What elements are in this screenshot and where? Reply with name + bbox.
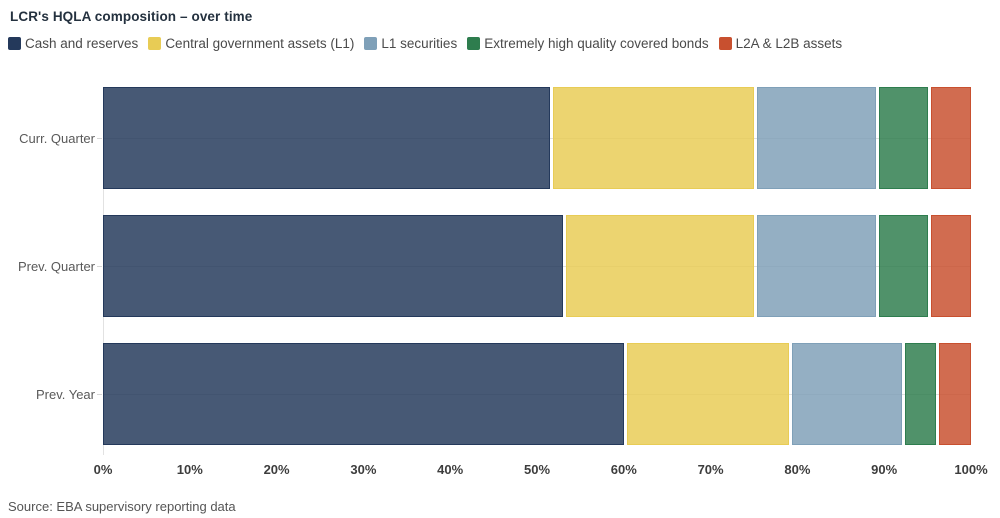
x-axis-tick-label: 60% [610,462,637,477]
x-axis-tick-label: 50% [523,462,551,477]
bar-segment-fill [878,87,928,189]
x-axis-tick-label: 10% [176,462,203,477]
bar-segment [789,343,902,445]
bar-segment-fill [756,215,876,317]
bar-segment [754,215,876,317]
bar-row: Prev. Year [0,343,1000,445]
bar-segment [624,343,789,445]
bar-segment-fill [566,215,754,317]
bar-segment-fill [930,215,971,317]
x-axis-tick-label: 40% [437,462,464,477]
category-tick [97,138,102,139]
bar-row: Prev. Quarter [0,215,1000,317]
category-tick [97,266,102,267]
bar-row: Curr. Quarter [0,87,1000,189]
legend-swatch-icon [467,37,481,50]
legend-swatch-icon [718,37,732,50]
category-tick [97,394,102,395]
row-label: Curr. Quarter [19,130,95,146]
bar-segment-fill [878,215,928,317]
row-label: Prev. Quarter [17,258,95,274]
x-axis-tick-label: 90% [871,462,898,477]
row-label: Prev. Year [35,386,95,402]
bar-segment-fill [103,87,551,189]
legend-label: L2A & L2B assets [735,36,843,51]
legend-label: Cash and reserves [25,36,139,51]
bar-segment [876,87,928,189]
legend-item: Extremely high quality covered bonds [467,36,709,51]
bar-segment-fill [756,87,876,189]
source-note: Source: EBA supervisory reporting data [8,499,236,514]
bar-segment-fill [626,343,789,445]
bar-segment [928,215,971,317]
bar-segment [550,87,754,189]
bar-segment-fill [791,343,902,445]
x-axis: 0% 10% 20% 30% 40% 50% 60% 70% 80% 90% 100% [0,455,1000,479]
x-axis-tick-label: 70% [697,462,724,477]
bar-segment [563,215,754,317]
legend-item: L2A & L2B assets [718,36,843,51]
bar-segment [876,215,928,317]
legend-item: L1 securities [364,36,457,51]
legend-swatch-icon [364,37,378,50]
bar-segment [902,343,937,445]
bar-segment-fill [103,343,624,445]
bar-segment [103,87,551,189]
legend-label: L1 securities [381,36,458,51]
x-axis-tick-label: 0% [93,462,113,477]
legend-label: Central government assets (L1) [165,36,355,51]
legend-swatch-icon [148,37,162,50]
chart-title: LCR's HQLA composition – over time [10,9,253,24]
plot-area: Curr. Quarter Prev. Quarter Prev. Year 0% 1… [0,87,1000,477]
x-axis-tick-label: 80% [784,462,811,477]
bar-rows: Curr. Quarter Prev. Quarter Prev. Year [0,87,1000,445]
bar-segment [103,215,564,317]
legend-item: Central government assets (L1) [148,36,354,51]
bar-segment-fill [939,343,971,445]
bar-segment-fill [930,87,971,189]
legend-label: Extremely high quality covered bonds [484,36,709,51]
stacked-bar [103,87,971,189]
bar-segment [103,343,624,445]
x-axis-tick-label: 20% [263,462,290,477]
x-axis-tick-label: 100% [954,462,988,477]
bar-segment-fill [553,87,754,189]
bar-segment-fill [103,215,564,317]
stacked-bar [103,215,971,317]
legend-swatch-icon [8,37,21,50]
stacked-bar [103,343,971,445]
bar-segment [928,87,971,189]
legend: Cash and reserves Central government asse… [8,36,842,51]
bar-segment [936,343,971,445]
bar-segment-fill [904,343,937,445]
bar-segment [754,87,876,189]
x-axis-tick-label: 30% [350,462,377,477]
legend-item: Cash and reserves [8,36,138,51]
